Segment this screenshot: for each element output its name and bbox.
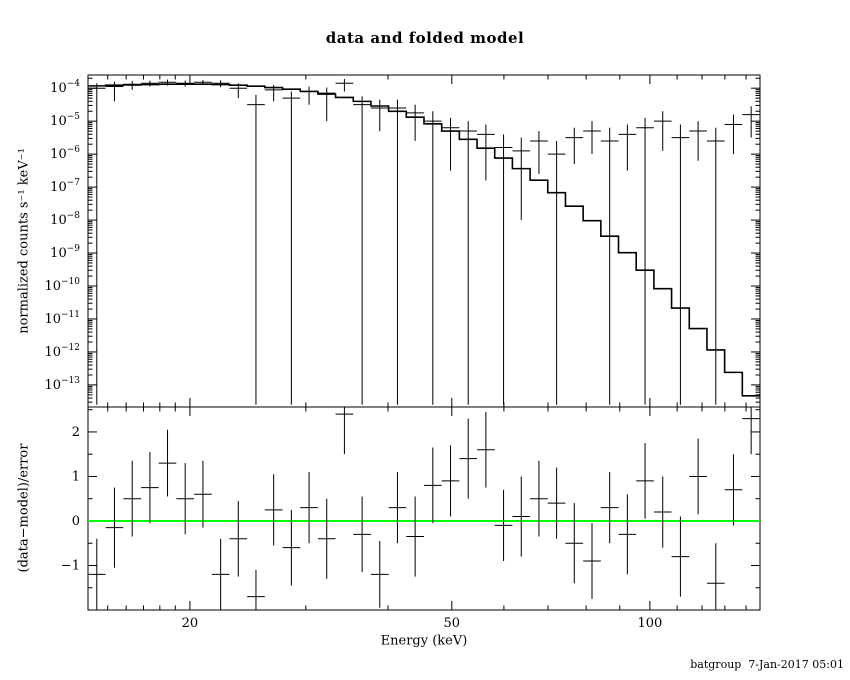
- svg-text:100: 100: [637, 616, 662, 631]
- svg-text:50: 50: [444, 616, 461, 631]
- svg-text:2: 2: [72, 425, 80, 440]
- spectrum-data-points: [88, 78, 760, 405]
- svg-text:10−13: 10−13: [44, 376, 80, 393]
- residual-data-points: [88, 407, 760, 610]
- svg-text:10−8: 10−8: [50, 211, 80, 228]
- timestamp-label: batgroup 7-Jan-2017 05:01: [690, 658, 844, 671]
- svg-text:0: 0: [72, 514, 80, 529]
- svg-text:10−12: 10−12: [44, 343, 80, 360]
- svg-text:20: 20: [182, 616, 199, 631]
- svg-text:10−9: 10−9: [50, 244, 80, 261]
- svg-text:10−11: 10−11: [44, 310, 80, 327]
- folded-model-line: [88, 83, 760, 397]
- svg-text:10−4: 10−4: [50, 79, 80, 96]
- chart-title: data and folded model: [325, 29, 525, 47]
- svg-text:10−5: 10−5: [50, 112, 80, 129]
- svg-text:−1: −1: [61, 558, 80, 573]
- svg-text:10−6: 10−6: [50, 145, 80, 162]
- svg-text:10−10: 10−10: [44, 277, 80, 294]
- svg-text:1: 1: [72, 469, 80, 484]
- x-axis-label: Energy (keV): [380, 633, 468, 649]
- axes-and-ticks: 20 50 10010−410−510−610−710−810−910−1010−1…: [44, 74, 761, 631]
- svg-text:10−7: 10−7: [50, 178, 80, 195]
